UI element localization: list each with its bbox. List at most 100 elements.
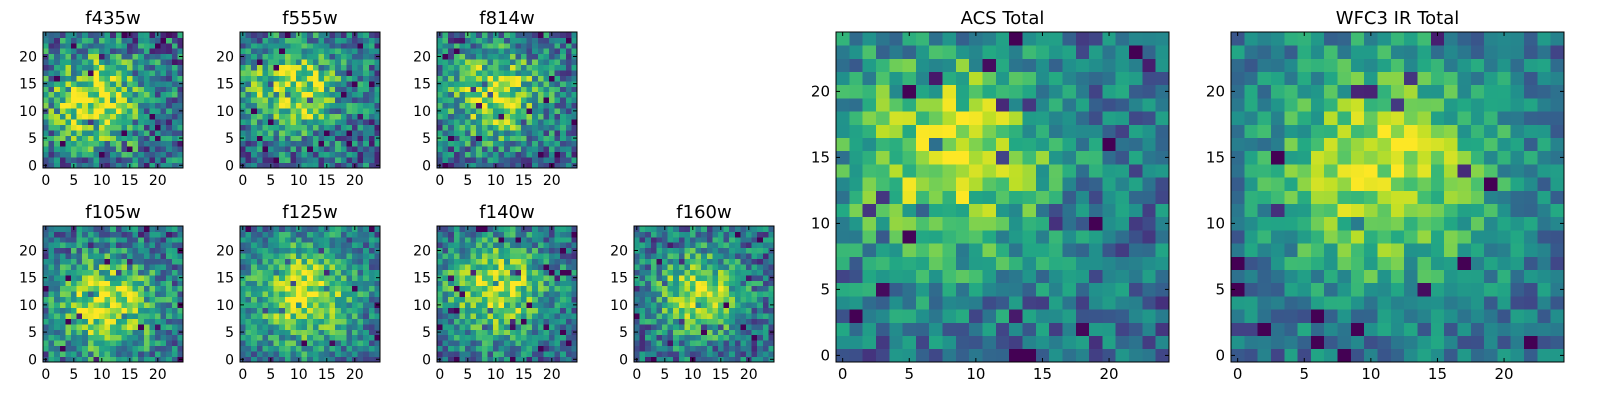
heatmap-cell [459,157,466,163]
heatmap-cell [171,151,178,158]
heatmap-cell [149,162,156,169]
heatmap-cell [1049,282,1063,297]
plot-frame [436,31,578,169]
heatmap-cell [526,351,533,357]
heatmap-cell [836,309,850,323]
heatmap-cell [240,242,246,249]
heatmap-cell [251,162,258,169]
heatmap-cell [487,340,494,347]
heatmap-cell [549,253,555,260]
heatmap-cell [71,80,77,87]
heatmap-cell [301,59,308,66]
heatmap-cell [301,102,308,109]
heatmap-cell [121,356,128,363]
heatmap-cell [532,70,539,76]
heatmap-cell [706,231,713,238]
heatmap-cell [318,329,325,336]
heatmap-cell [1102,348,1117,363]
heatmap-cell [363,356,370,363]
heatmap-cell [177,291,184,298]
heatmap-cell [340,274,347,281]
heatmap-cell [335,102,342,109]
heatmap-cell [290,340,297,347]
heatmap-cell [127,274,133,281]
heatmap-cell [902,150,917,165]
heatmap-cell [768,280,775,287]
heatmap-cell [751,329,758,336]
heatmap-cell [504,345,511,352]
heatmap-cell [740,236,747,243]
heatmap-cell [768,291,775,298]
heatmap-cell [656,356,663,363]
heatmap-cell [504,48,511,55]
heatmap-cell [549,280,555,287]
heatmap-cell [718,345,724,352]
heatmap-cell [634,345,640,352]
heatmap-cell [54,345,61,352]
heatmap-cell [554,86,561,93]
heatmap-cell [955,216,970,231]
heatmap-cell [307,269,314,276]
heatmap-cell [453,351,460,357]
heatmap-cell [138,80,145,87]
heatmap-cell [554,70,561,76]
heatmap-cell [127,37,133,44]
x-tick-label: 20 [149,173,167,189]
heatmap-cell [290,102,297,109]
x-tick-label: 5 [463,367,472,383]
heatmap-cell [526,274,533,281]
heatmap-cell [301,135,308,142]
heatmap-cell [543,247,550,254]
heatmap-cell [93,291,100,298]
heatmap-cell [346,80,353,87]
heatmap-cell [368,274,375,281]
heatmap-cell [1129,177,1143,191]
heatmap-cell [71,91,77,98]
heatmap-cell [268,86,274,93]
heatmap-cell [132,162,139,169]
heatmap-cell [48,129,55,136]
heatmap-cell [639,291,646,298]
heatmap-cell [368,226,375,232]
heatmap-cell [554,242,561,249]
heatmap-cell [363,236,370,243]
heatmap-cell [470,226,477,232]
heatmap-cell [442,151,449,158]
heatmap-cell [565,285,572,292]
heatmap-cell [645,253,652,260]
heatmap-cell [110,356,117,363]
heatmap-cell [706,280,713,287]
heatmap-cell [318,135,325,142]
heatmap-cell [251,53,258,60]
heatmap-cell [526,102,533,109]
heatmap-cell [59,318,66,325]
heatmap-cell [521,64,527,71]
heatmap-cell [82,291,89,298]
heatmap-cell [160,48,167,55]
heatmap-cell [357,129,364,136]
heatmap-cell [465,285,471,292]
heatmap-cell [301,264,308,270]
heatmap-cell [268,124,274,131]
heatmap-cell [340,86,347,93]
heatmap-cell [312,70,319,76]
heatmap-cell [1142,190,1157,204]
heatmap-cell [459,97,466,104]
heatmap-cell [690,323,696,330]
heatmap-cell [746,291,752,298]
heatmap-cell [521,285,527,292]
heatmap-cell [110,97,117,104]
heatmap-cell [363,42,370,49]
heatmap-cell [1102,269,1117,284]
heatmap-cell [751,269,758,276]
heatmap-cell [1062,322,1077,336]
heatmap-cell [54,226,61,232]
heatmap-cell [746,242,752,249]
heatmap-cell [352,247,358,254]
heatmap-cell [695,242,702,249]
heatmap-cell [48,296,55,303]
heatmap-cell [245,285,252,292]
heatmap-cell [437,269,443,276]
heatmap-cell [256,129,263,136]
